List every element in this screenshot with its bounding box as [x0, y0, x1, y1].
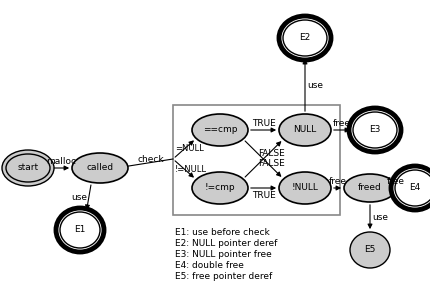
Text: !=cmp: !=cmp — [204, 184, 235, 193]
Text: E5: E5 — [363, 246, 375, 255]
Text: E3: NULL pointer free: E3: NULL pointer free — [175, 250, 271, 259]
Text: use: use — [371, 213, 387, 222]
Ellipse shape — [60, 212, 100, 248]
Bar — [172, 105, 339, 215]
Text: use: use — [306, 81, 322, 90]
Text: FALSE: FALSE — [257, 160, 284, 168]
Ellipse shape — [349, 232, 389, 268]
Text: free: free — [386, 177, 404, 186]
Text: E2: NULL pointer deref: E2: NULL pointer deref — [175, 239, 277, 248]
Text: !=NULL: !=NULL — [175, 165, 206, 174]
Text: called: called — [86, 164, 113, 173]
Text: malloc: malloc — [46, 157, 76, 166]
Ellipse shape — [390, 166, 430, 210]
Text: start: start — [17, 164, 38, 173]
Ellipse shape — [394, 170, 430, 206]
Text: freed: freed — [357, 184, 381, 193]
Ellipse shape — [278, 16, 330, 60]
Ellipse shape — [2, 150, 54, 186]
Ellipse shape — [352, 112, 396, 148]
Text: !NULL: !NULL — [291, 184, 318, 193]
Text: E4: E4 — [408, 184, 420, 193]
Ellipse shape — [6, 154, 50, 182]
Text: TRUE: TRUE — [251, 119, 275, 128]
Ellipse shape — [343, 174, 395, 202]
Ellipse shape — [283, 20, 326, 56]
Ellipse shape — [348, 108, 400, 152]
Text: E1: use before check: E1: use before check — [175, 228, 269, 237]
Text: TRUE: TRUE — [251, 191, 275, 200]
Text: E4: double free: E4: double free — [175, 261, 243, 270]
Ellipse shape — [278, 172, 330, 204]
Text: use: use — [71, 193, 86, 202]
Ellipse shape — [278, 114, 330, 146]
Text: NULL: NULL — [293, 126, 316, 135]
Text: E2: E2 — [299, 34, 310, 43]
Ellipse shape — [191, 114, 247, 146]
Text: check: check — [137, 155, 163, 164]
Text: E3: E3 — [369, 126, 380, 135]
Text: FALSE: FALSE — [257, 150, 284, 159]
Text: =NULL: =NULL — [175, 144, 203, 153]
Text: free: free — [328, 177, 346, 186]
Ellipse shape — [72, 153, 128, 183]
Ellipse shape — [56, 208, 104, 252]
Text: E5: free pointer deref: E5: free pointer deref — [175, 272, 272, 281]
Ellipse shape — [191, 172, 247, 204]
Text: ==cmp: ==cmp — [202, 126, 237, 135]
Text: free: free — [332, 119, 350, 128]
Text: E1: E1 — [74, 226, 86, 235]
